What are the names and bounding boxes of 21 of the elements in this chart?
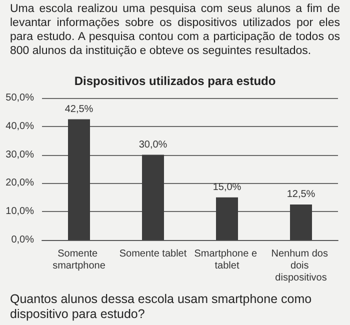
text: Quantos alunos dessa escola usam smartphone como dispositivo para estudo?	[10, 292, 313, 322]
bar	[290, 204, 312, 240]
x-tick-label: Somente tablet	[119, 248, 187, 260]
text: Uma escola realizou uma pesquisa com seus alunos a fim de levantar informações sobre os dispositivos utilizados por eles para estudo. A pesquisa contou com a participação de todos os 800 alunos da instituição e obteve os seguintes resultados.	[10, 2, 340, 58]
data-label: 30,0%	[138, 139, 168, 150]
y-tick-label: 0,0%	[11, 234, 34, 246]
x-tick-label: Somente smartphone	[52, 248, 106, 272]
data-label: 15,0%	[212, 182, 242, 193]
y-tick-label: 30,0%	[6, 149, 34, 160]
y-tick-label: 50,0%	[6, 92, 34, 104]
x-tick-label: Smartphone e tablet	[194, 248, 260, 272]
x-tick-label: Nenhum dos dois dispositivos	[271, 248, 331, 284]
y-tick-label: 40,0%	[6, 120, 34, 132]
data-label: 42,5%	[64, 104, 94, 115]
bar	[68, 119, 90, 240]
bar	[216, 197, 238, 240]
chart-title: Dispositivos utilizados para estudo	[74, 74, 276, 88]
bar	[142, 154, 164, 240]
y-tick-label: 10,0%	[6, 206, 34, 218]
data-label: 12,5%	[286, 189, 316, 200]
y-tick-label: 20,0%	[6, 178, 34, 189]
